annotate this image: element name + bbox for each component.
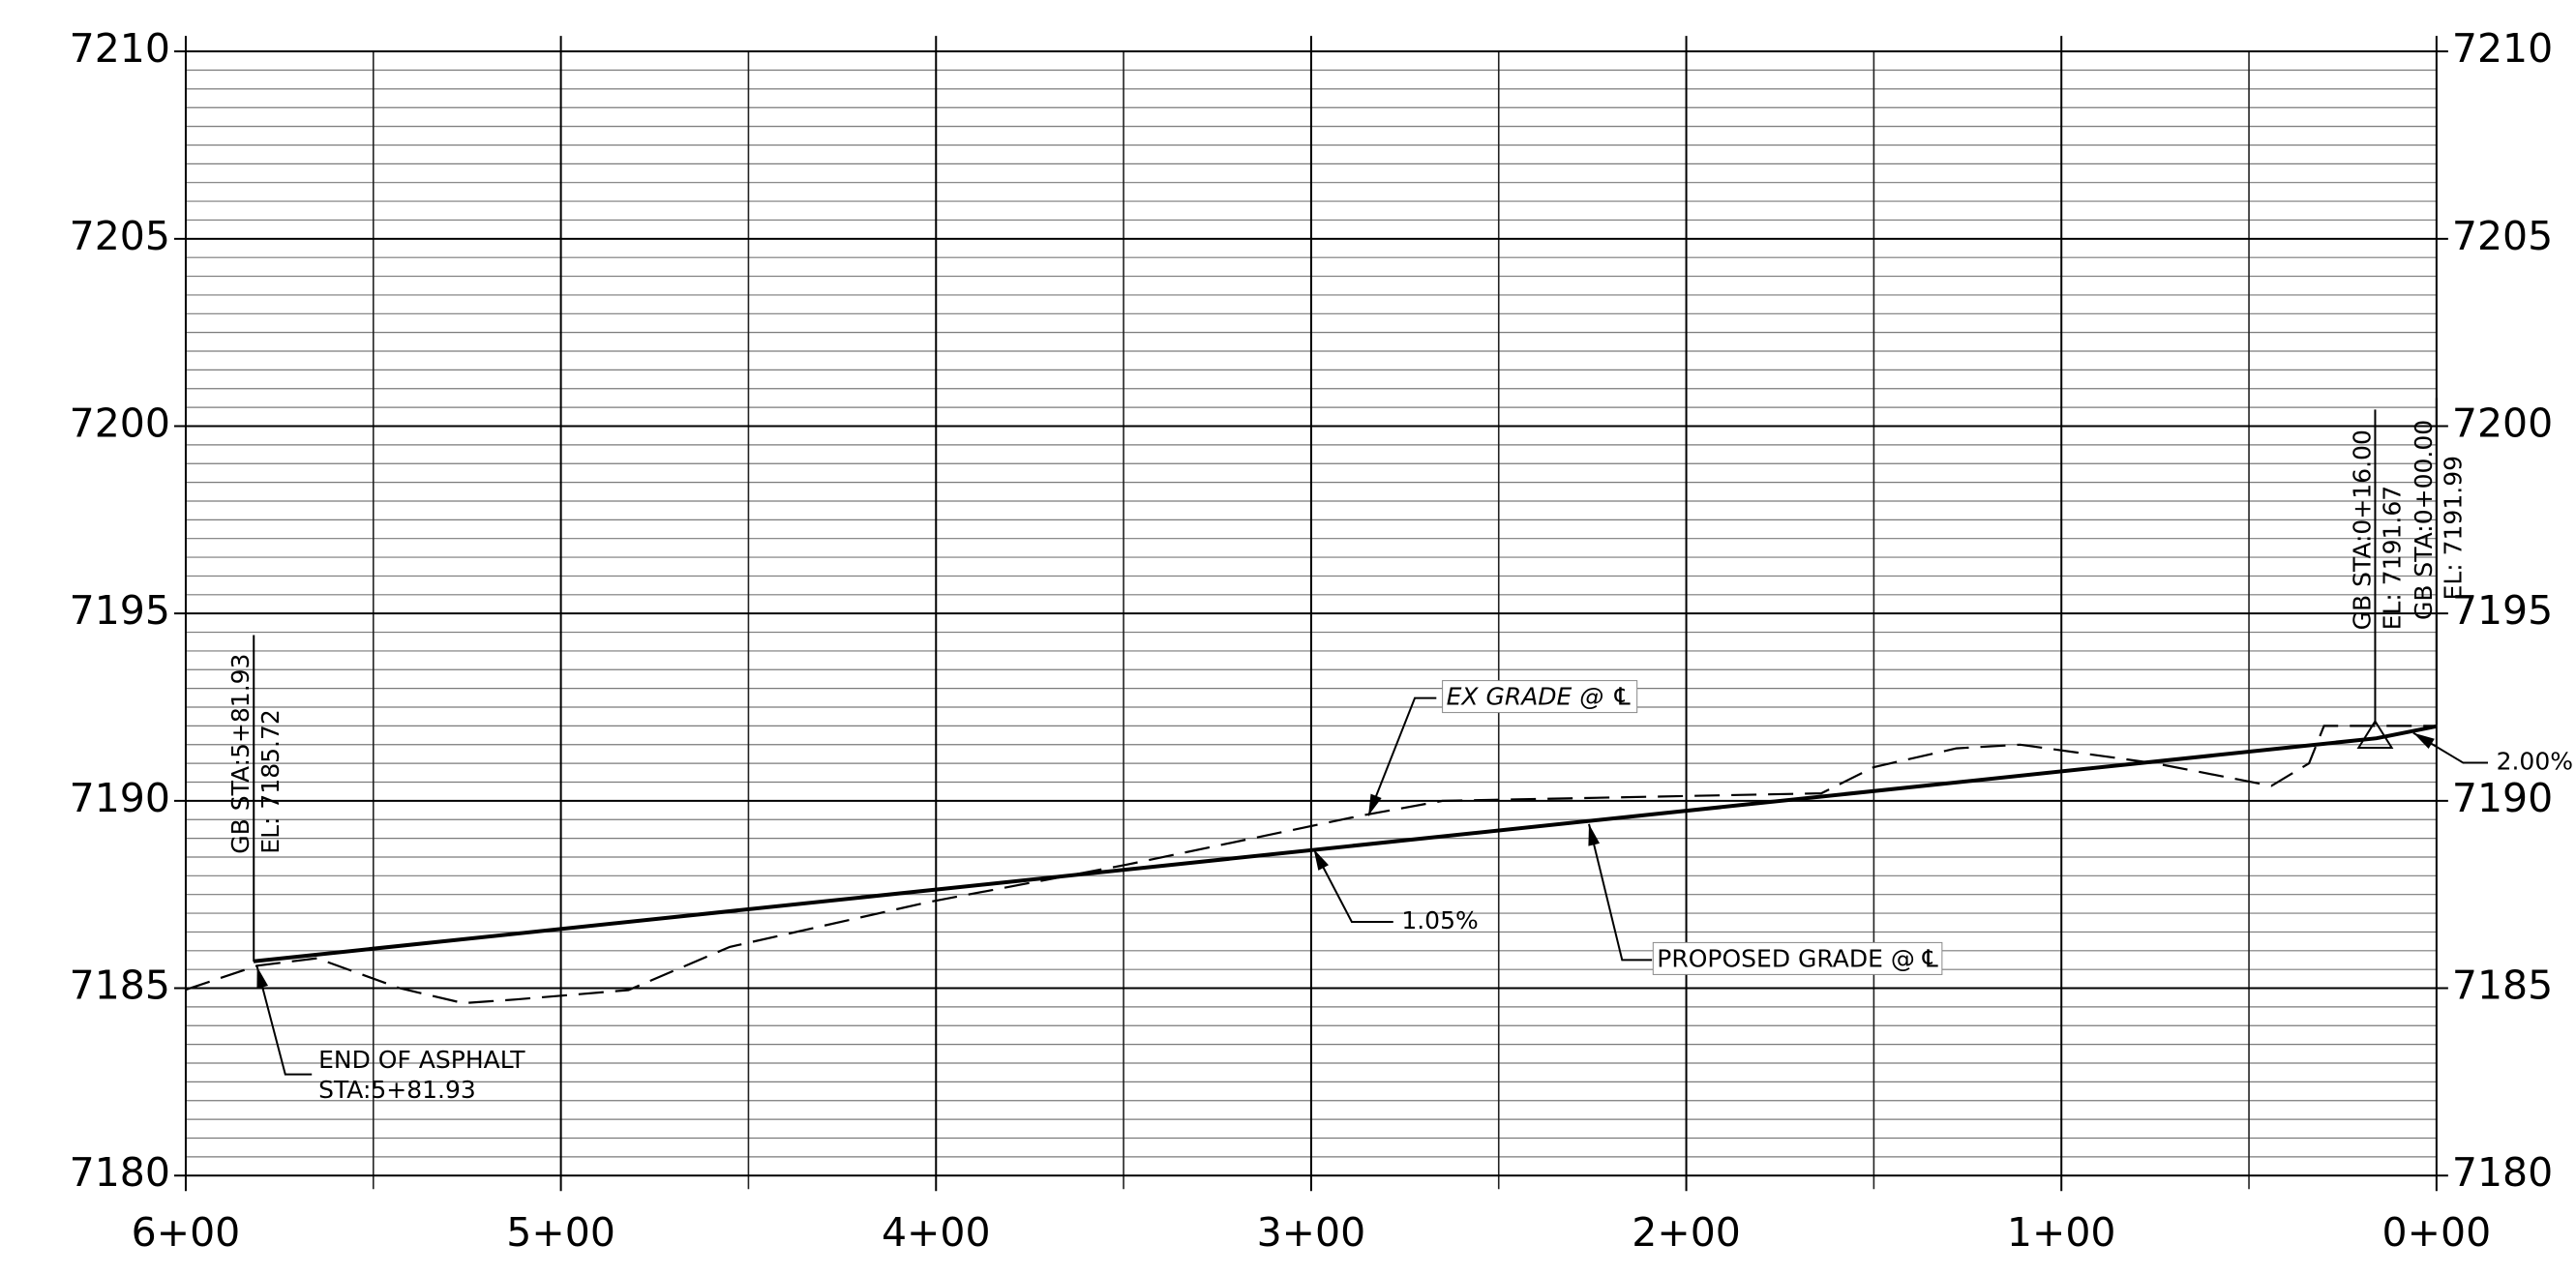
- y-tick-label: 7185: [70, 963, 170, 1009]
- y2-tick-label: 7205: [2452, 213, 2553, 259]
- x-tick-label: 3+00: [1257, 1209, 1366, 1256]
- y2-tick-label: 7185: [2452, 963, 2553, 1009]
- y2-tick-label: 7180: [2452, 1149, 2553, 1196]
- y-tick-label: 7205: [70, 213, 170, 259]
- arrowhead: [1313, 848, 1329, 871]
- y-tick-label: 7180: [70, 1149, 170, 1196]
- leader-line: [1588, 823, 1653, 962]
- arrowhead: [2412, 732, 2435, 750]
- existing-grade-line: [185, 725, 2437, 1005]
- y-tick-label: 7200: [70, 400, 170, 446]
- arrowhead: [1588, 823, 1601, 846]
- y2-tick-label: 7200: [2452, 400, 2553, 446]
- leader-line: [1312, 848, 1393, 923]
- y2-tick-label: 7210: [2452, 25, 2553, 72]
- y-tick-label: 7190: [70, 775, 170, 821]
- slope-label: 1.05%: [1401, 906, 1478, 934]
- y2-tick-label: 7195: [2452, 587, 2553, 634]
- grade-break-marker: [2356, 719, 2394, 750]
- arrowhead: [1368, 793, 1382, 816]
- grade-break-label: EL: 7185.72: [256, 709, 285, 853]
- leader-line: [255, 966, 313, 1076]
- leader-line: [1367, 696, 1437, 816]
- grade-break-label: GB STA:0+16.00: [2348, 430, 2376, 630]
- arrowhead: [256, 966, 269, 990]
- end-station-label: STA:5+81.93: [318, 1076, 476, 1104]
- annotations: EX GRADE @ ℄ PROPOSED GRADE @ ℄ 1.05% 2.00%…: [226, 398, 2573, 1104]
- label-box: [1652, 941, 1943, 975]
- x-tick-label: 6+00: [132, 1209, 241, 1256]
- grade-break-label: EL: 7191.99: [2440, 456, 2468, 600]
- marks: [185, 724, 2438, 1005]
- proposed-grade-line: [253, 724, 2438, 963]
- label-box: [1442, 680, 1638, 714]
- grade-break-label: EL: 7191.67: [2378, 486, 2406, 630]
- y-tick-label: 7195: [70, 587, 170, 634]
- proposed-grade-label: PROPOSED GRADE @ ℄: [1657, 944, 1938, 972]
- x-tick-label: 0+00: [2382, 1209, 2492, 1256]
- x-tick-label: 1+00: [2007, 1209, 2116, 1256]
- x-tick-label: 4+00: [882, 1209, 991, 1256]
- slope-label: 2.00%: [2497, 747, 2573, 775]
- x-tick-label: 5+00: [506, 1209, 615, 1256]
- x-tick-label: 2+00: [1632, 1209, 1741, 1256]
- y2-tick-label: 7190: [2452, 775, 2553, 821]
- grade-break-label: GB STA:5+81.93: [226, 654, 255, 854]
- grade-break-label: GB STA:0+00.00: [2410, 420, 2438, 620]
- grid: 7180 7180 7185 7185 7190 7190 7195 7195 7200 7200…: [70, 25, 2554, 1256]
- end-label: END OF ASPHALT: [318, 1046, 525, 1074]
- ex-grade-label: EX GRADE @ ℄: [1447, 683, 1633, 711]
- y-tick-label: 7210: [70, 25, 170, 72]
